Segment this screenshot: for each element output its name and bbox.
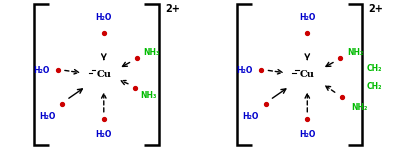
Text: H₂O: H₂O bbox=[96, 13, 112, 22]
Text: H₂O: H₂O bbox=[299, 130, 315, 139]
Text: CH₂: CH₂ bbox=[367, 64, 383, 73]
Text: H₂O: H₂O bbox=[243, 112, 259, 121]
Text: 2+: 2+ bbox=[165, 4, 180, 14]
Text: NH₃: NH₃ bbox=[140, 91, 157, 100]
Text: NH₃: NH₃ bbox=[143, 48, 160, 57]
Text: H₂O: H₂O bbox=[39, 112, 55, 121]
Text: Cu: Cu bbox=[96, 70, 111, 79]
Text: 2+: 2+ bbox=[368, 4, 383, 14]
Text: H₂O: H₂O bbox=[96, 130, 112, 139]
Text: Cu: Cu bbox=[300, 70, 315, 79]
Text: H₂O: H₂O bbox=[236, 66, 253, 74]
Text: H₂O: H₂O bbox=[299, 13, 315, 22]
Text: CH₂: CH₂ bbox=[367, 82, 383, 91]
Text: H₂O: H₂O bbox=[33, 66, 49, 74]
Text: NH₂: NH₂ bbox=[347, 48, 363, 57]
Text: NH₂: NH₂ bbox=[351, 103, 368, 112]
